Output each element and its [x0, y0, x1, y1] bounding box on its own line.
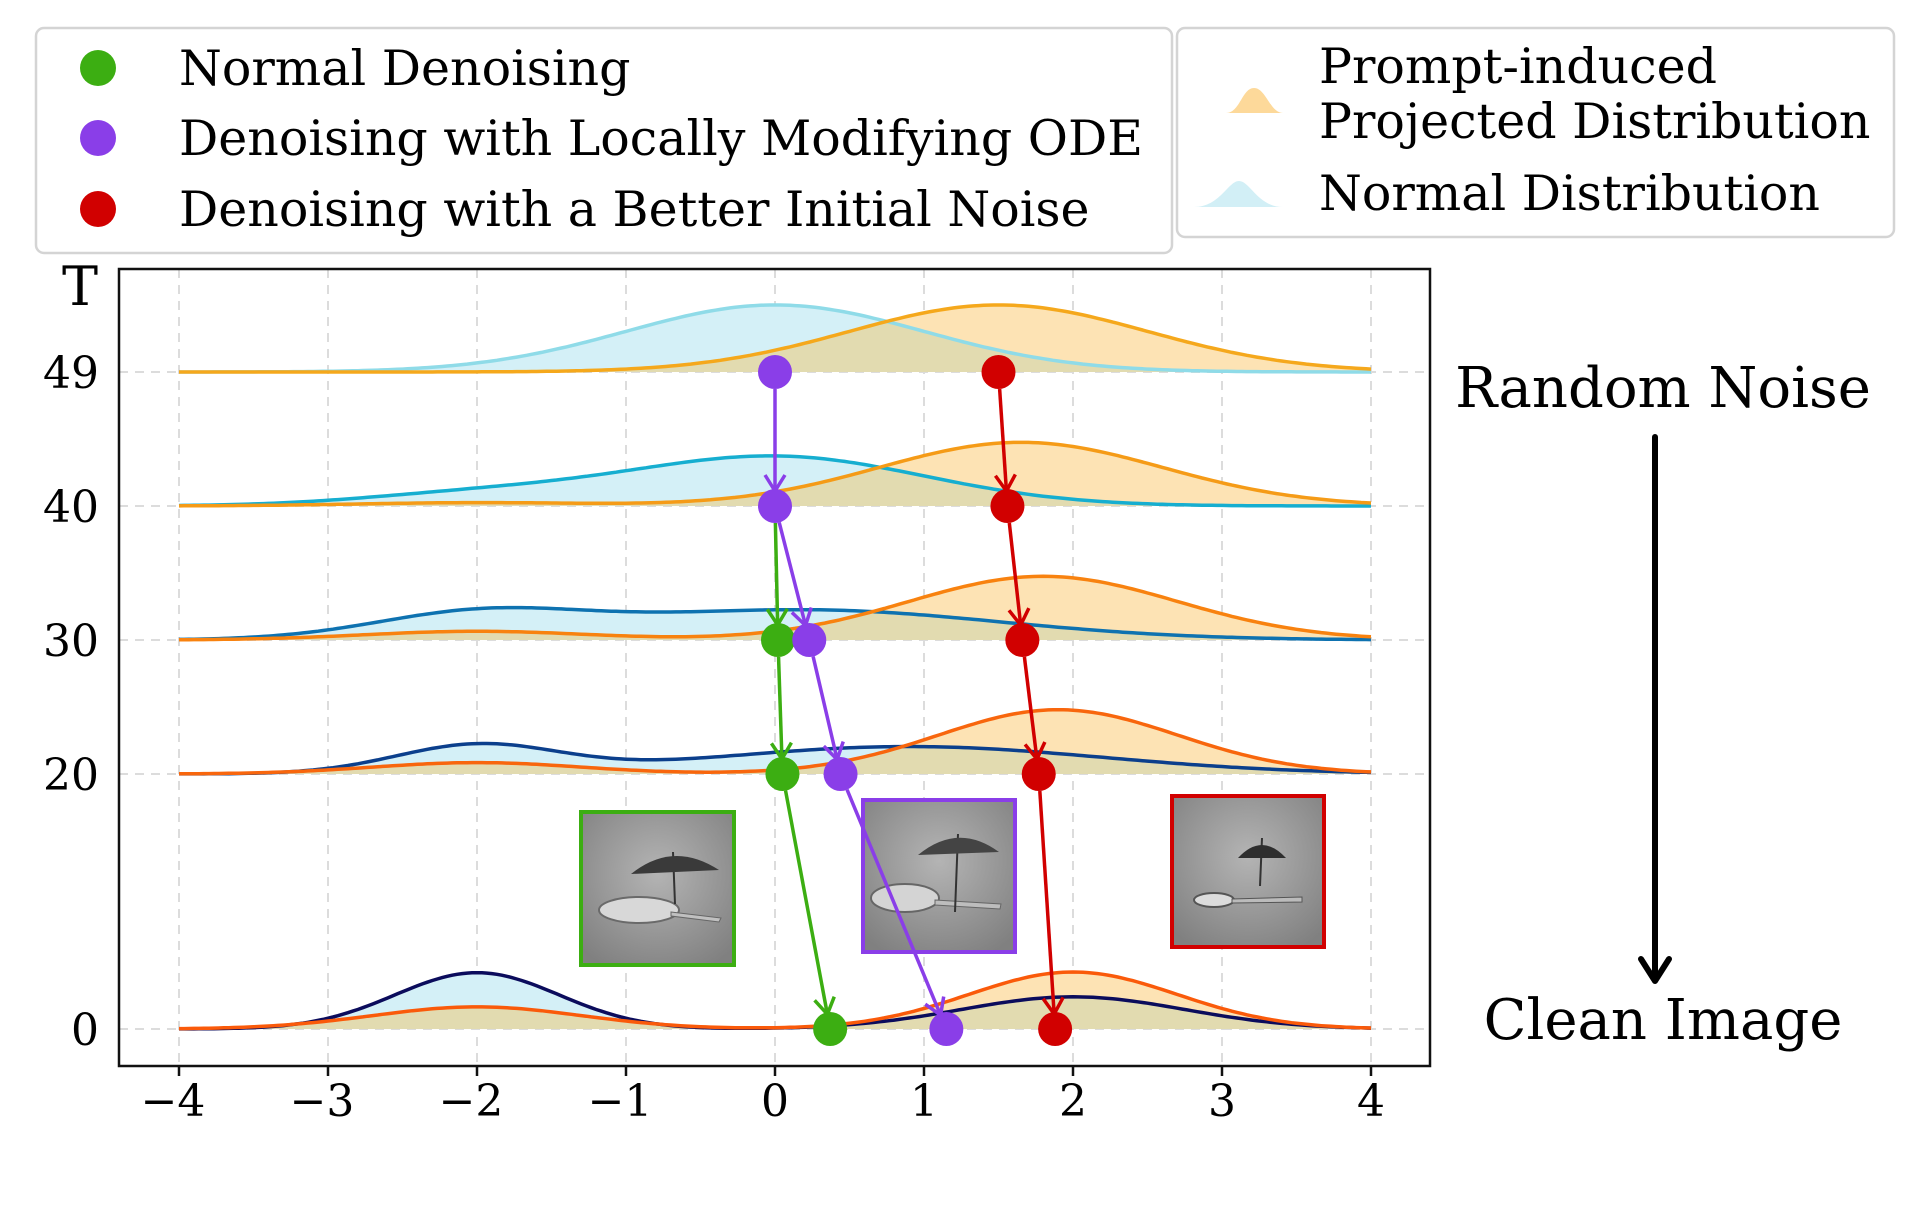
trajectory-point [813, 1012, 848, 1046]
legend-trajectories-frame [34, 26, 1174, 255]
trajectory-segment [845, 789, 943, 1016]
x-tick-label: −3 [290, 1076, 355, 1127]
x-tick-label: −1 [588, 1076, 653, 1127]
trajectory-segment [777, 522, 808, 626]
umbrella-canopy [631, 855, 719, 874]
trajectory-point [990, 489, 1025, 523]
legend-label-normal-denoising: Normal Denoising [179, 40, 630, 97]
spoon-handle [934, 899, 1002, 910]
umbrella-canopy [918, 837, 999, 855]
projected-distribution-fill [179, 442, 1371, 506]
trajectory-denoising-with-a-better-initial-noise [981, 355, 1073, 1046]
normal-distribution-icon [1194, 181, 1283, 207]
spoon-bowl [1193, 892, 1235, 908]
y-tick-label: 40 [43, 482, 99, 533]
legend-distributions-frame [1175, 26, 1896, 239]
y-tick-label: 0 [71, 1005, 99, 1056]
x-tick-label: −2 [439, 1076, 504, 1127]
y-tick-label: 20 [43, 750, 99, 801]
projected-distribution-fill [179, 305, 1371, 372]
x-tick-label: 1 [910, 1076, 938, 1127]
trajectory-point [760, 623, 795, 657]
trajectory-segment [811, 656, 839, 760]
trajectory-point [758, 489, 792, 523]
y-tick-label: 49 [43, 348, 99, 399]
x-axis: −4 −3 −2 −1 0 1 2 3 4 [141, 1066, 1385, 1127]
normal-distribution-curve [179, 741, 1372, 776]
projected-distribution-curve [179, 303, 1372, 374]
image-frame [861, 798, 1017, 954]
trajectory-point [1021, 757, 1056, 791]
trajectory-segment [773, 522, 780, 626]
trajectories [758, 355, 1073, 1046]
x-tick-label: −4 [141, 1076, 206, 1127]
normal-distribution-curve [179, 605, 1372, 642]
result-image-2 [861, 798, 1017, 954]
legend-label-locally-modifying-ode: Denoising with Locally Modifying ODE [179, 110, 1143, 167]
legend-marker-normal-denoising [80, 50, 116, 86]
image-frame [579, 810, 736, 967]
ridge-T0 [179, 970, 1372, 1031]
projected-distribution-fill [179, 576, 1371, 640]
trajectory-point [1038, 1012, 1073, 1046]
legend-label-better-initial-noise: Denoising with a Better Initial Noise [179, 181, 1090, 238]
trajectory-segment [776, 656, 784, 760]
trajectory-normal-denoising [760, 522, 848, 1046]
trajectory-point [823, 757, 858, 791]
trajectory-segment [1038, 790, 1056, 1015]
overlap-fill [179, 996, 1371, 1029]
x-tick-label: 2 [1059, 1076, 1087, 1127]
legend-marker-better-initial-noise [80, 191, 116, 227]
legend-label-normal-distribution: Normal Distribution [1319, 165, 1820, 222]
plot-area: −4 −3 −2 −1 0 1 2 3 4 49 40 30 20 0 T [43, 255, 1432, 1127]
trajectory-segment [1007, 522, 1023, 626]
trajectory-point [929, 1012, 964, 1046]
umbrella-canopy [1238, 845, 1286, 858]
overlap-fill [179, 746, 1371, 774]
normal-distribution-fill [179, 305, 1371, 372]
legend-label-projected-line2: Projected Distribution [1319, 93, 1870, 150]
spoon-bowl [870, 883, 940, 913]
y-tick-label: 30 [43, 616, 99, 667]
trajectory-point [1005, 623, 1040, 657]
result-images [579, 794, 1326, 967]
trajectory-point [792, 623, 827, 657]
y-axis-label: T [62, 255, 98, 318]
x-tick-label: 4 [1357, 1076, 1385, 1127]
projected-distribution-icon [1194, 88, 1283, 113]
result-image-3 [1170, 794, 1326, 949]
down-arrow-icon [1638, 956, 1672, 984]
result-image-1 [579, 810, 736, 967]
legend-trajectories: Normal Denoising Denoising with Locally … [34, 26, 1174, 255]
trajectory-point [765, 757, 800, 791]
legend-label-projected-line1: Prompt-induced [1319, 38, 1717, 95]
x-tick-label: 3 [1208, 1076, 1236, 1127]
legend-marker-locally-modifying-ode [80, 120, 116, 156]
trajectory-denoising-with-locally-modifying-ode [758, 355, 964, 1046]
process-direction: Random Noise Clean Image [1455, 356, 1871, 1053]
normal-distribution-curve [179, 303, 1371, 374]
clean-image-label: Clean Image [1484, 988, 1843, 1053]
trajectory-point [981, 355, 1016, 389]
trajectory-segment [1022, 656, 1039, 760]
trajectory-segment [783, 790, 830, 1015]
trajectory-segment [997, 388, 1009, 492]
image-frame [1170, 794, 1326, 949]
spoon-handle [1231, 896, 1303, 904]
spoon-bowl [598, 896, 680, 924]
y-axis: 49 40 30 20 0 [43, 348, 99, 1056]
projected-distribution-curve [179, 970, 1372, 1031]
random-noise-label: Random Noise [1455, 356, 1871, 421]
x-tick-label: 0 [761, 1076, 789, 1127]
legend-distributions: Prompt-induced Projected Distribution No… [1175, 26, 1896, 239]
spoon-handle [670, 911, 722, 923]
trajectory-point [758, 355, 792, 389]
